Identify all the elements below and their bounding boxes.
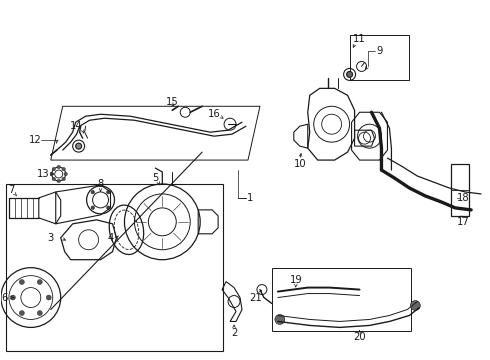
Text: 14: 14 bbox=[71, 121, 83, 131]
Text: 21: 21 bbox=[249, 293, 262, 302]
Text: 2: 2 bbox=[231, 328, 237, 338]
Circle shape bbox=[64, 172, 68, 176]
Text: 16: 16 bbox=[208, 109, 220, 119]
Circle shape bbox=[75, 143, 82, 149]
Circle shape bbox=[46, 295, 51, 300]
Text: 17: 17 bbox=[457, 217, 469, 227]
Circle shape bbox=[37, 311, 42, 316]
Circle shape bbox=[20, 279, 25, 284]
Text: 7: 7 bbox=[8, 185, 14, 195]
Circle shape bbox=[57, 165, 60, 169]
Text: 1: 1 bbox=[247, 193, 253, 203]
Circle shape bbox=[52, 167, 55, 171]
Circle shape bbox=[106, 206, 110, 210]
Circle shape bbox=[50, 172, 53, 176]
Circle shape bbox=[52, 177, 55, 181]
Circle shape bbox=[346, 71, 353, 77]
Circle shape bbox=[20, 311, 25, 316]
Text: 8: 8 bbox=[98, 179, 104, 189]
Text: 19: 19 bbox=[290, 275, 302, 285]
Circle shape bbox=[37, 279, 42, 284]
Circle shape bbox=[106, 190, 110, 194]
Circle shape bbox=[10, 295, 15, 300]
Text: 5: 5 bbox=[152, 173, 159, 183]
Text: 10: 10 bbox=[294, 159, 306, 169]
Circle shape bbox=[57, 179, 60, 183]
Circle shape bbox=[62, 177, 66, 181]
Text: 11: 11 bbox=[353, 33, 366, 44]
Text: 20: 20 bbox=[353, 332, 366, 342]
Bar bbox=[451, 164, 469, 216]
Text: 4: 4 bbox=[107, 233, 114, 243]
Text: 18: 18 bbox=[457, 193, 469, 203]
Bar bbox=[6, 184, 223, 351]
Bar bbox=[272, 268, 412, 332]
Text: 3: 3 bbox=[48, 233, 54, 243]
Text: 6: 6 bbox=[2, 293, 8, 302]
Circle shape bbox=[91, 206, 95, 210]
Circle shape bbox=[91, 190, 95, 194]
Circle shape bbox=[62, 167, 66, 171]
Circle shape bbox=[275, 315, 285, 324]
Circle shape bbox=[410, 301, 420, 310]
Text: 12: 12 bbox=[28, 135, 41, 145]
Text: 9: 9 bbox=[376, 45, 383, 55]
Text: 15: 15 bbox=[166, 97, 179, 107]
Text: 13: 13 bbox=[36, 169, 49, 179]
Bar bbox=[349, 35, 409, 80]
